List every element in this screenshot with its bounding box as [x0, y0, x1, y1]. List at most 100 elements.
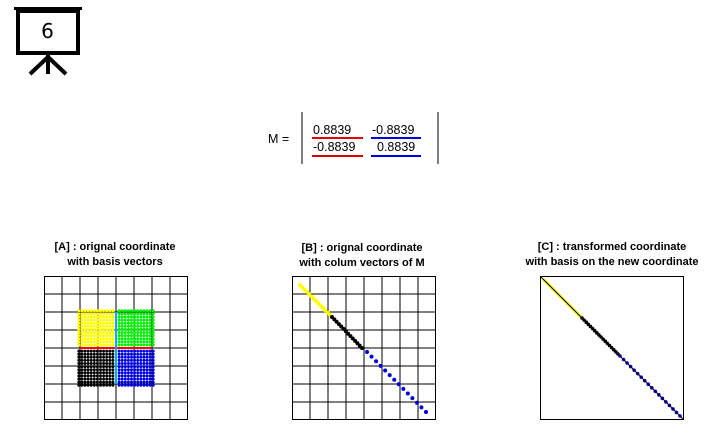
data-point — [133, 365, 137, 369]
data-point — [83, 312, 87, 316]
data-point — [126, 383, 130, 387]
data-point — [148, 380, 152, 384]
data-point — [123, 362, 127, 365]
data-point — [108, 365, 112, 369]
data-point — [89, 380, 93, 384]
data-point — [133, 331, 137, 334]
data-point — [136, 343, 140, 347]
data-point — [133, 327, 137, 331]
data-point — [145, 318, 149, 322]
data-point — [126, 343, 130, 347]
data-point — [151, 371, 155, 375]
data-point — [145, 324, 149, 328]
data-point — [139, 352, 143, 356]
data-point — [99, 377, 102, 381]
panel-c-title: [C] : transformed coordinate with basis … — [492, 240, 719, 270]
data-point — [139, 349, 143, 353]
data-point — [83, 324, 87, 328]
data-point — [139, 315, 143, 319]
panel-b-title: [B] : orignal coordinate with colum vect… — [242, 241, 482, 271]
data-point — [120, 309, 124, 313]
data-point — [83, 358, 87, 362]
data-point — [99, 355, 102, 359]
data-point — [148, 371, 152, 375]
data-point — [89, 321, 93, 325]
data-point — [142, 368, 146, 372]
data-point — [151, 324, 155, 328]
data-point — [92, 362, 96, 365]
data-point — [80, 362, 84, 365]
data-point — [126, 327, 130, 331]
data-point — [136, 334, 140, 338]
data-point — [151, 315, 155, 319]
data-point — [86, 318, 90, 322]
data-point — [102, 374, 106, 378]
data-point — [108, 374, 112, 378]
data-point — [139, 312, 143, 316]
data-point — [142, 324, 146, 328]
data-point — [126, 321, 130, 325]
matrix-label: M = — [268, 132, 290, 146]
data-point — [108, 349, 112, 353]
data-point — [148, 377, 152, 381]
data-point — [117, 318, 121, 322]
data-point — [105, 365, 109, 369]
data-point — [95, 368, 99, 372]
data-point — [111, 343, 115, 347]
data-point — [126, 355, 130, 359]
data-point — [365, 350, 369, 354]
data-point — [108, 343, 112, 347]
panel-b-title-line1: [B] : orignal coordinate — [301, 242, 423, 254]
data-point — [136, 352, 140, 356]
data-point — [151, 337, 155, 341]
data-point — [89, 318, 93, 322]
data-point — [123, 327, 127, 331]
data-point — [111, 318, 115, 322]
data-point — [145, 374, 149, 378]
data-point — [83, 362, 87, 365]
data-point — [108, 334, 112, 338]
data-point — [136, 358, 140, 362]
data-point — [77, 309, 81, 313]
data-point — [89, 355, 93, 359]
data-point — [89, 309, 93, 313]
data-point — [80, 327, 84, 331]
data-point — [133, 349, 137, 353]
data-point — [136, 380, 140, 384]
data-point — [139, 327, 143, 331]
data-point — [102, 321, 106, 325]
panel-a-title-line2: with basis vectors — [67, 256, 163, 268]
data-point — [148, 358, 152, 362]
panel-c-plot — [540, 276, 684, 420]
data-point — [130, 377, 133, 381]
data-point — [396, 382, 401, 387]
data-point — [95, 315, 99, 319]
data-point — [108, 340, 112, 344]
data-point — [111, 327, 115, 331]
data-point — [117, 331, 121, 334]
data-point — [142, 327, 146, 331]
data-point — [99, 309, 102, 313]
data-point — [151, 374, 155, 378]
data-point — [145, 309, 149, 313]
data-point — [102, 383, 106, 387]
data-point — [123, 334, 127, 338]
data-point — [145, 349, 149, 353]
data-point — [95, 358, 99, 362]
data-point — [102, 358, 106, 362]
data-point — [95, 355, 99, 359]
data-point — [136, 321, 140, 325]
data-point — [133, 352, 137, 356]
data-point — [102, 355, 106, 359]
data-point — [83, 337, 87, 341]
data-point — [145, 352, 149, 356]
data-point — [133, 309, 137, 313]
data-point — [123, 315, 127, 319]
data-point — [145, 355, 149, 359]
data-point — [105, 358, 109, 362]
data-point — [77, 355, 81, 359]
data-point — [95, 352, 99, 356]
data-point — [136, 331, 140, 334]
data-point — [111, 365, 115, 369]
data-point — [136, 377, 140, 381]
